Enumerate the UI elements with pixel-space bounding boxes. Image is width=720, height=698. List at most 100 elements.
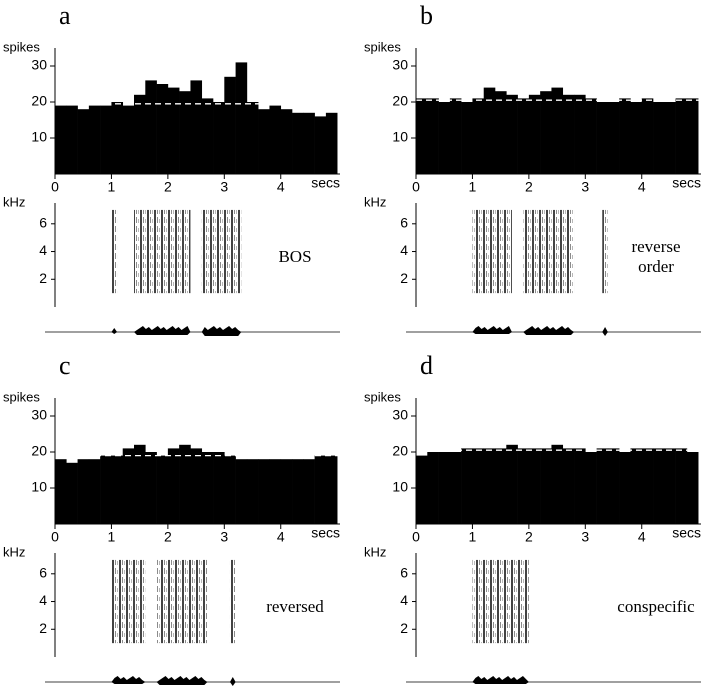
histogram-bar xyxy=(540,448,552,524)
histogram-bar xyxy=(77,459,90,524)
spectrogram-y-tick-label: 4 xyxy=(39,592,47,608)
histogram-bar xyxy=(55,105,67,174)
histogram-bar xyxy=(55,459,67,524)
waveform-segment xyxy=(134,326,191,335)
y-axis-label: spikes xyxy=(364,39,401,54)
histogram-bar xyxy=(664,102,676,174)
spectrogram-segment xyxy=(523,209,575,294)
histogram-bar xyxy=(314,116,327,174)
histogram-bar xyxy=(66,462,78,524)
y-tick-label: 20 xyxy=(392,93,408,109)
x-tick-label: 3 xyxy=(581,179,589,195)
histogram-bar xyxy=(122,448,135,524)
spectrogram-y-label: kHz xyxy=(3,544,25,559)
histogram-bar xyxy=(280,109,293,174)
histogram-bar xyxy=(619,452,631,524)
spectrogram-segment xyxy=(201,209,242,294)
x-tick-label: 0 xyxy=(412,179,420,195)
spectrogram-y-label: kHz xyxy=(364,194,386,209)
histogram-bar xyxy=(303,112,315,174)
histogram-bar xyxy=(303,459,315,524)
stimulus-label: order xyxy=(638,257,674,276)
x-tick-label: 0 xyxy=(51,529,59,545)
histogram-bar xyxy=(686,452,699,524)
histogram-bar xyxy=(292,459,304,524)
spectrogram-segment xyxy=(111,559,146,644)
spectrogram-y-tick-label: 2 xyxy=(400,270,408,286)
y-tick-label: 10 xyxy=(392,129,408,145)
panel-label: a xyxy=(59,1,71,30)
histogram-bar xyxy=(619,98,631,174)
histogram-bar xyxy=(134,94,146,174)
x-tick-label: 2 xyxy=(525,529,533,545)
y-tick-label: 20 xyxy=(31,443,47,459)
histogram-bar xyxy=(224,455,236,524)
histogram-bar xyxy=(506,94,518,174)
waveform-segment xyxy=(111,328,118,334)
x-tick-label: 1 xyxy=(108,179,116,195)
histogram-bar xyxy=(607,102,620,174)
histogram-bar xyxy=(280,459,293,524)
spectrogram-y-label: kHz xyxy=(364,544,386,559)
histogram-bar xyxy=(607,448,620,524)
spectrogram-y-label: kHz xyxy=(3,194,25,209)
histogram-bar xyxy=(314,455,327,524)
histogram-bar xyxy=(472,448,485,524)
y-axis-label: spikes xyxy=(3,39,40,54)
histogram-bar xyxy=(213,452,225,524)
histogram-bar xyxy=(325,455,338,524)
histogram-bar xyxy=(100,455,112,524)
histogram-bar xyxy=(438,452,451,524)
histogram-bar xyxy=(495,448,507,524)
y-tick-label: 30 xyxy=(31,407,47,423)
histogram-bar xyxy=(201,98,214,174)
histogram-bar xyxy=(483,87,496,174)
x-tick-label: 1 xyxy=(108,529,116,545)
x-tick-label: 2 xyxy=(164,529,172,545)
histogram-bar xyxy=(585,98,597,174)
histogram-bar xyxy=(66,105,78,174)
spectrogram-segment xyxy=(472,559,529,644)
waveform-segment xyxy=(111,676,146,684)
y-tick-label: 10 xyxy=(31,129,47,145)
spectrogram-y-tick-label: 2 xyxy=(400,620,408,636)
histogram-bar xyxy=(641,98,654,174)
waveform-segment xyxy=(602,327,608,336)
x-tick-label: 0 xyxy=(51,179,59,195)
waveform-segment xyxy=(523,326,575,335)
histogram-bar xyxy=(675,448,688,524)
spectrogram-segment xyxy=(602,209,608,294)
histogram-bar xyxy=(325,112,338,174)
histogram-bar xyxy=(224,76,236,174)
histogram-bar xyxy=(156,84,169,174)
histogram-bar xyxy=(653,448,665,524)
histogram-bar xyxy=(246,459,259,524)
y-axis-label: spikes xyxy=(364,389,401,404)
histogram-bar xyxy=(235,62,248,174)
spectrogram-y-tick-label: 6 xyxy=(400,215,408,231)
histogram-bar xyxy=(517,98,530,174)
histogram-bar xyxy=(630,448,643,524)
x-tick-label: 3 xyxy=(581,529,589,545)
histogram-bar xyxy=(574,94,586,174)
histogram-bar xyxy=(145,80,157,174)
histogram-bar xyxy=(190,80,203,174)
x-tick-label: 4 xyxy=(638,529,646,545)
histogram-bar xyxy=(551,444,564,524)
histogram-bar xyxy=(472,98,485,174)
spectrogram-segment xyxy=(156,559,208,644)
histogram-bar xyxy=(292,112,304,174)
spectrogram-segment xyxy=(134,209,191,294)
histogram-bar xyxy=(675,98,688,174)
y-axis-label: spikes xyxy=(3,389,40,404)
y-tick-label: 30 xyxy=(392,57,408,73)
panel-label: b xyxy=(420,1,433,30)
x-tick-label: 4 xyxy=(277,529,285,545)
histogram-bar xyxy=(641,448,654,524)
panel-label: d xyxy=(420,351,433,380)
stimulus-label: BOS xyxy=(278,247,311,266)
histogram-bar xyxy=(100,105,112,174)
histogram-bar xyxy=(145,452,157,524)
histogram-bar xyxy=(540,91,552,174)
